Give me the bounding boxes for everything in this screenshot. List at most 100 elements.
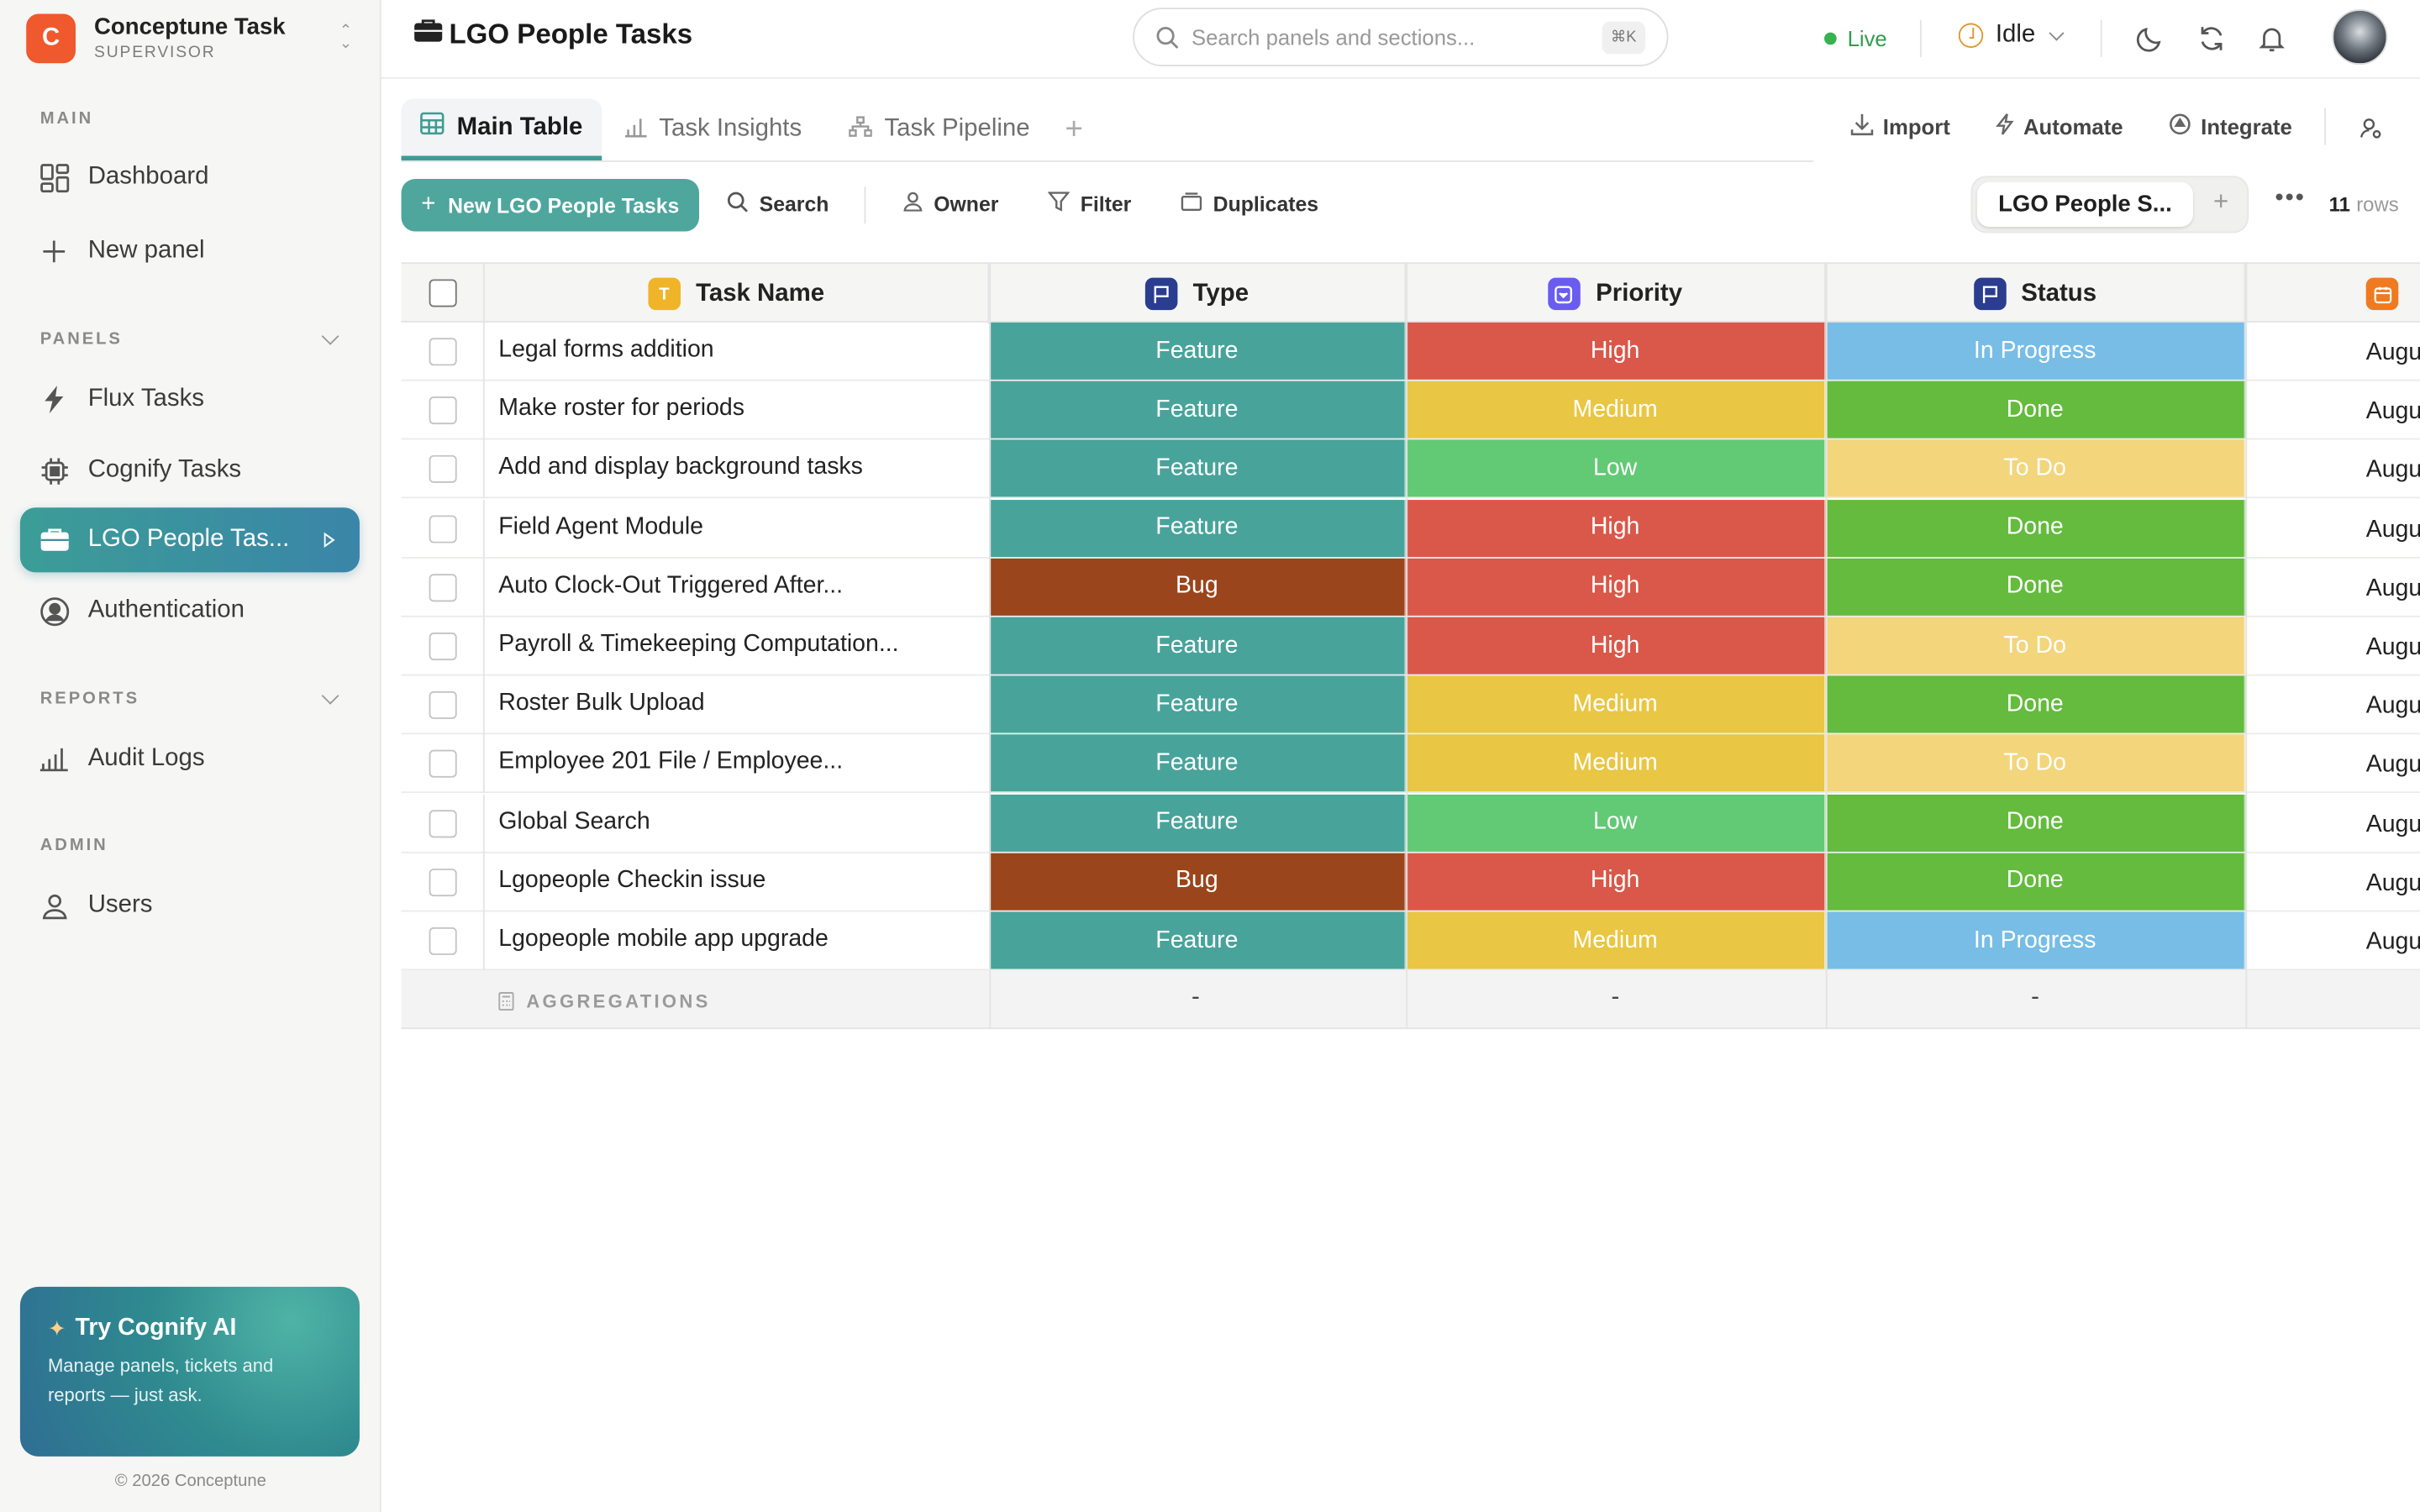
table-row[interactable]: Global Search Feature Low Done Augu: [401, 794, 2420, 853]
date-cell[interactable]: Augu: [2365, 457, 2420, 484]
priority-cell[interactable]: Medium: [1406, 735, 1826, 792]
table-row[interactable]: Employee 201 File / Employee... Feature Me…: [401, 735, 2420, 794]
add-view-button[interactable]: +: [2212, 186, 2229, 217]
task-name-cell[interactable]: Payroll & Timekeeping Computation...: [498, 631, 899, 658]
tab-main-table[interactable]: Main Table: [401, 98, 602, 161]
table-row[interactable]: Roster Bulk Upload Feature Medium Done Augu: [401, 675, 2420, 735]
task-name-cell[interactable]: Global Search: [498, 807, 650, 834]
status-cell[interactable]: Done: [1825, 558, 2246, 616]
date-cell[interactable]: Augu: [2365, 633, 2420, 661]
sidebar-item-dashboard[interactable]: Dashboard: [20, 145, 360, 210]
status-cell[interactable]: Done: [1825, 499, 2246, 557]
type-cell[interactable]: Feature: [989, 675, 1407, 733]
refresh-icon[interactable]: [2195, 22, 2228, 55]
sidebar-item-lgo-people-tasks[interactable]: LGO People Tas...: [19, 507, 360, 573]
type-cell[interactable]: Feature: [989, 617, 1407, 675]
row-checkbox[interactable]: [429, 868, 457, 896]
task-name-cell[interactable]: Lgopeople Checkin issue: [498, 866, 766, 894]
duplicates-button[interactable]: Duplicates: [1181, 192, 1318, 216]
row-checkbox[interactable]: [429, 455, 457, 484]
row-checkbox[interactable]: [429, 633, 457, 661]
moon-icon[interactable]: [2133, 22, 2166, 55]
sidebar-item-flux-tasks[interactable]: Flux Tasks: [20, 367, 360, 432]
workspace-switcher[interactable]: C Conceptune Task SUPERVISOR ⌃ ⌄: [26, 13, 360, 64]
task-name-cell[interactable]: Employee 201 File / Employee...: [498, 748, 844, 775]
date-cell[interactable]: Augu: [2365, 752, 2420, 779]
filter-button[interactable]: Filter: [1047, 192, 1131, 216]
task-name-cell[interactable]: Add and display background tasks: [498, 454, 863, 480]
table-row[interactable]: Auto Clock-Out Triggered After... Bug High…: [401, 558, 2420, 617]
row-checkbox[interactable]: [429, 338, 457, 366]
row-checkbox[interactable]: [429, 809, 457, 837]
column-header-task-name[interactable]: T Task Name: [485, 264, 990, 324]
column-header-date[interactable]: [2245, 264, 2420, 324]
status-cell[interactable]: Done: [1825, 381, 2246, 438]
type-cell[interactable]: Feature: [989, 794, 1407, 852]
cognify-ai-card[interactable]: ✦ Try Cognify AI Manage panels, tickets a…: [19, 1286, 360, 1457]
integrate-button[interactable]: Integrate: [2169, 113, 2292, 140]
date-cell[interactable]: Augu: [2365, 693, 2420, 720]
status-cell[interactable]: To Do: [1825, 617, 2246, 675]
task-name-cell[interactable]: Auto Clock-Out Triggered After...: [498, 572, 844, 599]
view-tab-active[interactable]: LGO People S...: [1976, 181, 2193, 227]
column-header-priority[interactable]: Priority: [1406, 264, 1826, 324]
user-settings-icon[interactable]: [2354, 111, 2387, 144]
column-header-type[interactable]: Type: [989, 264, 1407, 324]
row-checkbox[interactable]: [429, 514, 457, 543]
priority-cell[interactable]: High: [1406, 558, 1826, 616]
type-cell[interactable]: Bug: [989, 853, 1407, 911]
priority-cell[interactable]: High: [1406, 853, 1826, 911]
date-cell[interactable]: Augu: [2365, 575, 2420, 601]
aggregation-type[interactable]: -: [1191, 984, 1200, 1011]
search-button[interactable]: Search: [727, 192, 829, 218]
date-cell[interactable]: Augu: [2365, 928, 2420, 955]
priority-cell[interactable]: High: [1406, 499, 1826, 557]
date-cell[interactable]: Augu: [2365, 516, 2420, 543]
sidebar-item-cognify-tasks[interactable]: Cognify Tasks: [20, 438, 360, 503]
sidebar-item-new-panel[interactable]: New panel: [20, 219, 360, 284]
table-row[interactable]: Add and display background tasks Feature L…: [401, 440, 2420, 499]
table-row[interactable]: Payroll & Timekeeping Computation... Feat…: [401, 617, 2420, 676]
row-checkbox[interactable]: [429, 750, 457, 779]
date-cell[interactable]: Augu: [2365, 869, 2420, 896]
type-cell[interactable]: Feature: [989, 381, 1407, 438]
chevron-down-icon[interactable]: [321, 686, 339, 705]
type-cell[interactable]: Feature: [989, 735, 1407, 792]
global-search-input[interactable]: Search panels and sections... ⌘K: [1133, 8, 1669, 66]
add-tab-button[interactable]: +: [1065, 113, 1083, 147]
table-row[interactable]: Field Agent Module Feature High Done Augu: [401, 499, 2420, 559]
table-row[interactable]: Lgopeople mobile app upgrade Feature Mediu…: [401, 911, 2420, 971]
priority-cell[interactable]: Low: [1406, 794, 1826, 852]
column-header-status[interactable]: Status: [1826, 264, 2246, 324]
select-all-checkbox[interactable]: [429, 279, 457, 307]
task-name-cell[interactable]: Lgopeople mobile app upgrade: [498, 926, 829, 953]
priority-cell[interactable]: High: [1406, 322, 1826, 380]
owner-button[interactable]: Owner: [902, 192, 998, 216]
task-name-cell[interactable]: Roster Bulk Upload: [498, 690, 705, 717]
table-row[interactable]: Legal forms addition Feature High In Progre…: [401, 322, 2420, 381]
aggregation-status[interactable]: -: [2031, 984, 2039, 1011]
date-cell[interactable]: Augu: [2365, 398, 2420, 425]
task-name-cell[interactable]: Field Agent Module: [498, 512, 704, 540]
sidebar-item-authentication[interactable]: Authentication: [20, 579, 360, 643]
status-cell[interactable]: To Do: [1825, 735, 2246, 792]
table-row[interactable]: Lgopeople Checkin issue Bug High Done Augu: [401, 853, 2420, 912]
automate-button[interactable]: Automate: [1996, 113, 2123, 140]
aggregation-priority[interactable]: -: [1611, 984, 1620, 1011]
chevron-down-icon[interactable]: [321, 328, 339, 345]
row-checkbox[interactable]: [429, 573, 457, 601]
status-dropdown[interactable]: Idle: [1958, 22, 2065, 50]
import-button[interactable]: Import: [1850, 113, 1950, 140]
status-cell[interactable]: In Progress: [1825, 322, 2246, 380]
priority-cell[interactable]: Low: [1406, 440, 1826, 498]
type-cell[interactable]: Feature: [989, 911, 1407, 969]
priority-cell[interactable]: Medium: [1406, 675, 1826, 733]
row-checkbox[interactable]: [429, 396, 457, 425]
task-name-cell[interactable]: Legal forms addition: [498, 336, 714, 363]
status-cell[interactable]: Done: [1825, 675, 2246, 733]
table-row[interactable]: Make roster for periods Feature Medium Done…: [401, 381, 2420, 440]
sidebar-item-audit-logs[interactable]: Audit Logs: [20, 727, 360, 791]
status-cell[interactable]: Done: [1825, 794, 2246, 852]
type-cell[interactable]: Feature: [989, 322, 1407, 380]
avatar[interactable]: [2332, 9, 2388, 66]
